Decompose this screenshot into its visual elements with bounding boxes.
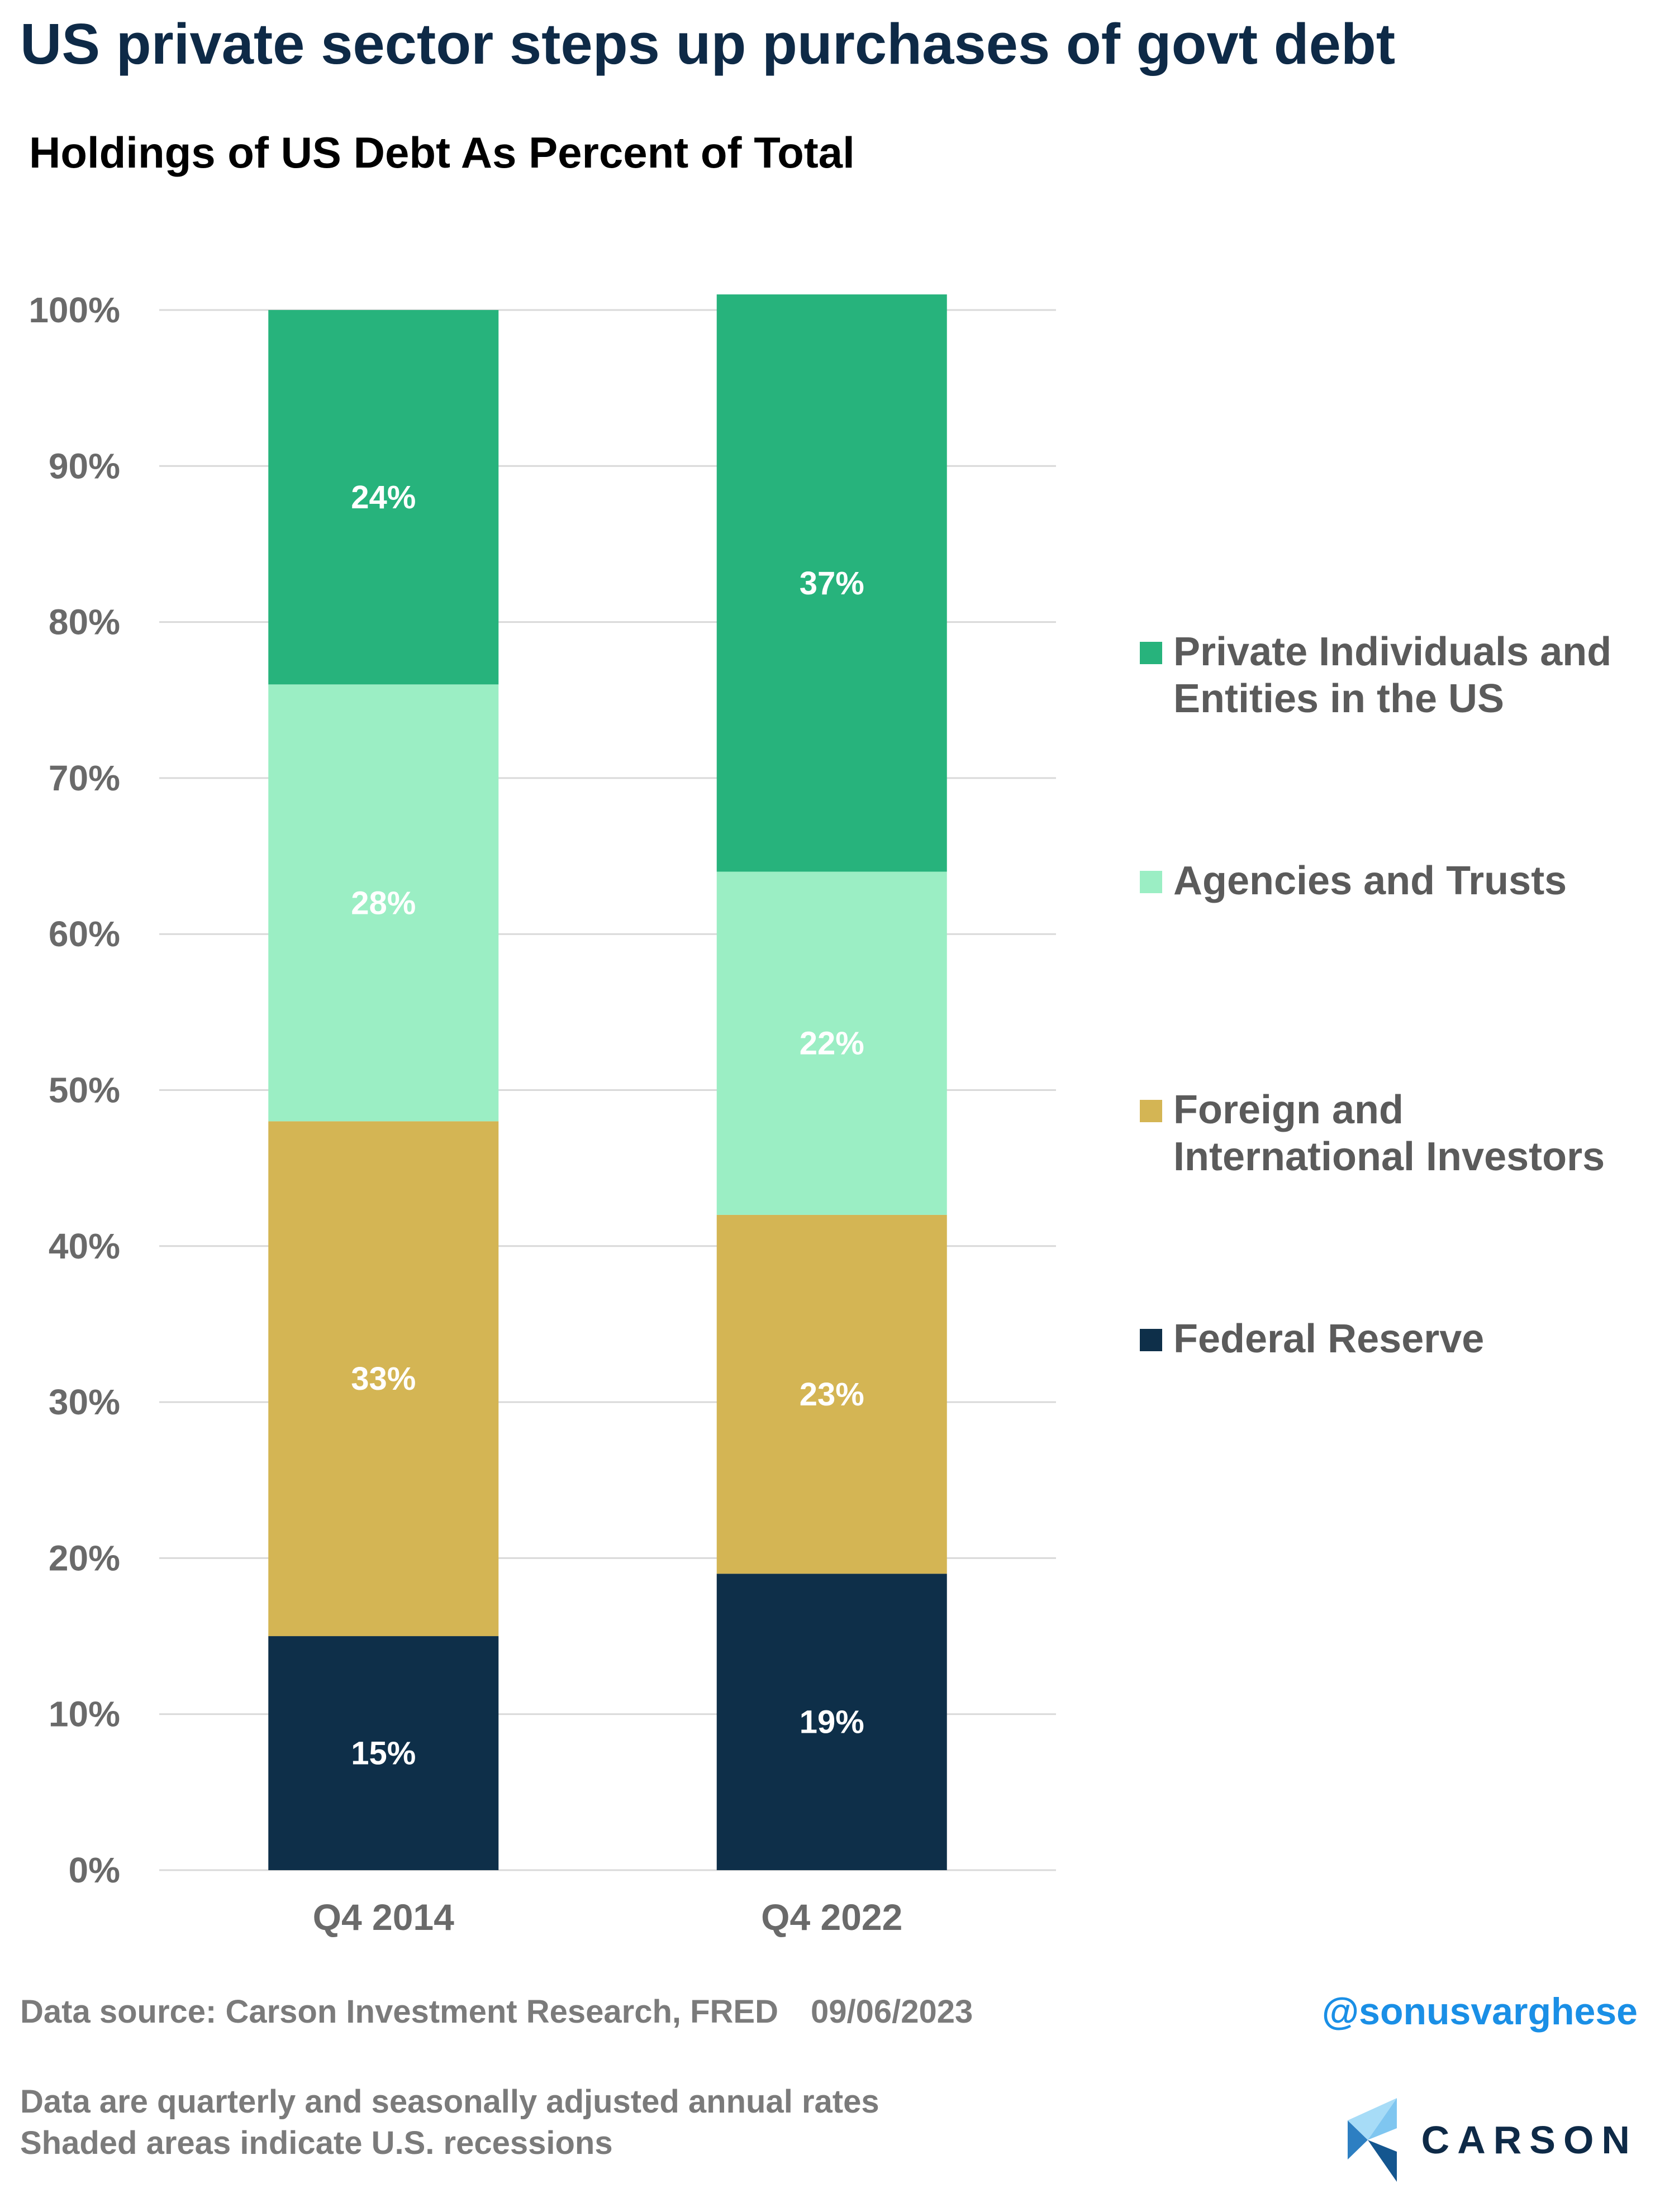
bars: 15% 33% 28% 24% 19% 23% 22% 37%: [268, 294, 947, 1870]
x-tick-label: Q4 2022: [761, 1896, 902, 1938]
data-label: 33%: [351, 1361, 416, 1397]
bar-segment: [716, 1574, 947, 1870]
footnote-1: Data are quarterly and seasonally adjust…: [20, 2084, 879, 2120]
legend-swatch: [1140, 642, 1162, 664]
footnote-2: Shaded areas indicate U.S. recessions: [20, 2125, 613, 2161]
y-tick-label: 40%: [49, 1226, 120, 1266]
legend-item: Agencies and Trusts: [1140, 857, 1632, 904]
bar-segment: [268, 1121, 499, 1637]
data-label: 28%: [351, 885, 416, 921]
legend-label: Private Individuals and Entities in the …: [1173, 630, 1612, 721]
carson-logo: CARSON: [1347, 2098, 1638, 2182]
legend-label: Federal Reserve: [1173, 1317, 1485, 1361]
bar-segment: [716, 871, 947, 1215]
data-label: 22%: [800, 1026, 864, 1062]
data-label: 15%: [351, 1736, 416, 1772]
bar-segment: [716, 294, 947, 872]
y-axis-ticks: 0% 10% 20% 30% 40% 50% 60% 70% 80% 90% 100%: [28, 290, 120, 1890]
twitter-handle[interactable]: @sonusvarghese: [1321, 1990, 1638, 2033]
legend-label: Foreign and International Investors: [1173, 1088, 1605, 1179]
y-tick-label: 100%: [28, 290, 120, 330]
legend-item: Foreign and International Investors: [1140, 1086, 1632, 1180]
data-label: 24%: [351, 479, 416, 516]
legend-swatch: [1140, 871, 1162, 893]
y-tick-label: 20%: [49, 1538, 120, 1578]
y-tick-label: 70%: [49, 758, 120, 798]
legend-swatch: [1140, 1329, 1162, 1351]
legend-label: Agencies and Trusts: [1173, 859, 1567, 903]
x-tick-label: Q4 2014: [313, 1896, 454, 1938]
y-tick-label: 30%: [49, 1382, 120, 1422]
bar-segment: [268, 1636, 499, 1870]
chart-title: Holdings of US Debt As Percent of Total: [29, 128, 855, 177]
bar-segment: [268, 310, 499, 685]
data-label: 37%: [800, 565, 864, 602]
legend-swatch: [1140, 1100, 1162, 1122]
headline: US private sector steps up purchases of …: [20, 12, 1396, 76]
legend-item: Private Individuals and Entities in the …: [1140, 628, 1632, 722]
logo-text: CARSON: [1421, 2118, 1638, 2162]
bar-segment: [716, 1214, 947, 1574]
footnotes: Data are quarterly and seasonally adjust…: [20, 2081, 879, 2164]
y-tick-label: 90%: [49, 446, 120, 486]
y-tick-label: 10%: [49, 1694, 120, 1734]
source-date: 09/06/2023: [811, 1994, 973, 2030]
y-tick-label: 80%: [49, 602, 120, 642]
source-text: Data source: Carson Investment Research,…: [20, 1994, 778, 2030]
stacked-bar-chart: 0% 10% 20% 30% 40% 50% 60% 70% 80% 90% 100% 15% 33%…: [28, 290, 1056, 1938]
y-tick-label: 50%: [49, 1070, 120, 1110]
data-source: Data source: Carson Investment Research,…: [20, 1993, 973, 2030]
data-label: 23%: [800, 1376, 864, 1413]
y-tick-label: 0%: [69, 1850, 121, 1890]
y-tick-label: 60%: [49, 914, 120, 954]
x-axis-ticks: Q4 2014 Q4 2022: [313, 1896, 903, 1938]
data-label: 19%: [800, 1704, 864, 1741]
legend-item: Federal Reserve: [1140, 1315, 1632, 1362]
carson-logo-icon: [1347, 2098, 1397, 2182]
bar-segment: [268, 684, 499, 1122]
